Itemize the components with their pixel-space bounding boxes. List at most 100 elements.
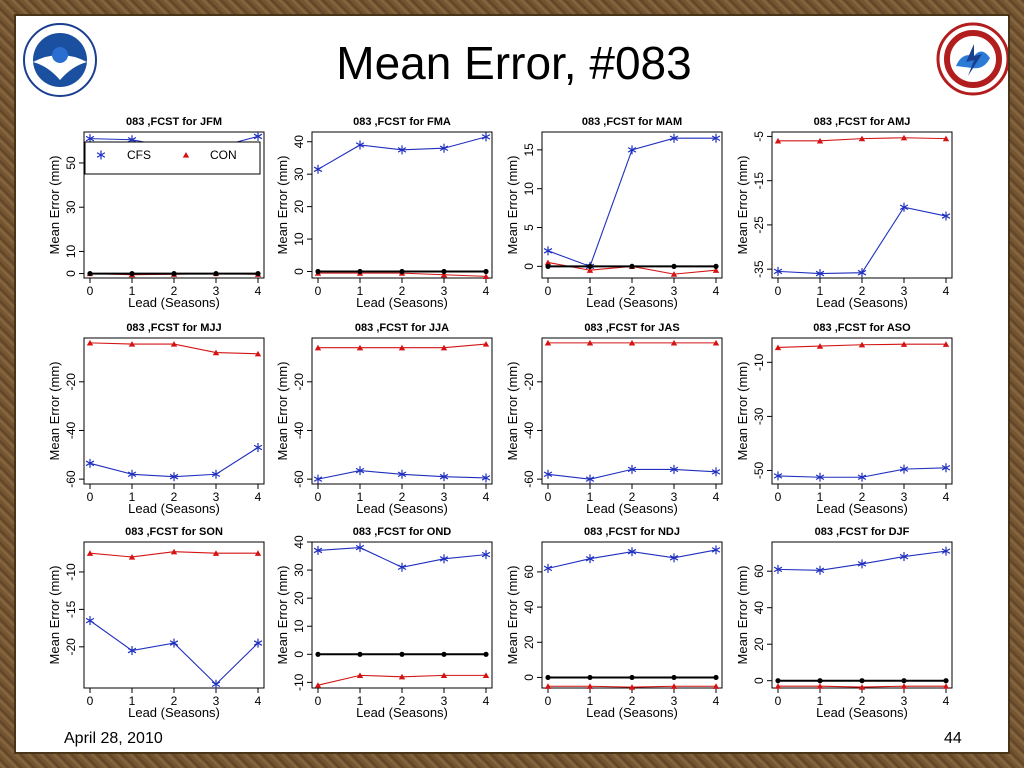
marker-stroke xyxy=(397,564,407,571)
panel-ndj: 083 ,FCST for NDJ 0 1 2 3 4 Lead (Seasons) 0 20 4… xyxy=(505,526,723,720)
con-point xyxy=(670,339,678,346)
x-tick-label: 0 xyxy=(315,490,322,504)
y-tick-label: -20 xyxy=(64,638,78,656)
panel-title: 083 ,FCST for FMA xyxy=(353,116,451,128)
cfs-point xyxy=(941,211,951,221)
marker-stroke xyxy=(899,553,909,560)
legend-con-label: CON xyxy=(210,148,237,162)
panel-jja: 083 ,FCST for JJA 0 1 2 3 4 Lead (Seasons) -60 -… xyxy=(275,322,493,516)
x-tick-label: 3 xyxy=(441,284,448,298)
marker-stroke xyxy=(481,551,491,558)
x-tick-label: 0 xyxy=(545,284,552,298)
panel-son: 083 ,FCST for SON 0 1 2 3 4 Lead (Seasons) -20 -… xyxy=(47,526,265,720)
zero-point xyxy=(129,270,135,277)
con-point xyxy=(356,344,364,351)
y-tick-label: 0 xyxy=(752,677,766,684)
marker-stroke xyxy=(899,204,909,210)
panel-mjj: 083 ,FCST for MJJ 0 1 2 3 4 Lead (Seasons) -60 -… xyxy=(47,322,265,516)
plot-frame xyxy=(771,337,953,485)
x-axis-label: Lead (Seasons) xyxy=(356,501,448,516)
con-point xyxy=(774,137,782,144)
con-point xyxy=(670,271,678,277)
x-axis-label: Lead (Seasons) xyxy=(128,295,220,310)
zero-point xyxy=(483,651,489,657)
cfs-point xyxy=(253,638,263,648)
marker-stroke xyxy=(815,567,825,574)
zero-point xyxy=(629,263,635,269)
zero-point xyxy=(441,268,447,275)
x-tick-label: 3 xyxy=(671,490,678,504)
zero-point xyxy=(87,270,93,277)
marker-stroke xyxy=(85,617,95,624)
zero-point xyxy=(545,263,551,269)
cfs-point xyxy=(543,563,553,573)
cfs-point xyxy=(669,133,679,143)
cfs-point xyxy=(899,202,909,212)
cfs-point xyxy=(127,646,137,656)
cfs-point xyxy=(355,543,365,553)
cfs-point xyxy=(773,266,783,276)
x-axis-label: Lead (Seasons) xyxy=(816,295,908,310)
legend: CFS CON xyxy=(84,141,261,175)
con-point xyxy=(170,548,178,555)
plot-frame xyxy=(83,541,265,689)
x-tick-label: 3 xyxy=(213,694,220,708)
marker-stroke xyxy=(397,147,407,153)
panel-title: 083 ,FCST for DJF xyxy=(815,526,910,538)
y-axis-label: Mean Error (mm) xyxy=(505,566,520,665)
y-tick-label: 10 xyxy=(292,232,306,246)
cfs-point xyxy=(669,553,679,563)
x-tick-label: 3 xyxy=(901,490,908,504)
y-tick-label: 0 xyxy=(292,268,306,275)
cfs-point xyxy=(857,472,867,482)
con-point xyxy=(942,341,950,347)
y-axis-label: Mean Error (mm) xyxy=(47,156,62,255)
y-tick-label: 40 xyxy=(752,601,766,615)
cfs-point xyxy=(627,145,637,155)
y-tick-label: -40 xyxy=(522,421,536,439)
x-tick-label: 2 xyxy=(171,490,178,504)
panel-title: 083 ,FCST for ASO xyxy=(813,322,911,334)
y-tick-label: -5 xyxy=(752,131,766,142)
con-point xyxy=(858,684,866,690)
x-tick-label: 0 xyxy=(315,694,322,708)
zero-point xyxy=(399,268,405,275)
panel-jas: 083 ,FCST for JAS 0 1 2 3 4 Lead (Seasons) -60 -… xyxy=(505,322,723,516)
plot-frame xyxy=(771,131,953,279)
x-tick-label: 2 xyxy=(629,490,636,504)
y-tick-label: 5 xyxy=(522,224,536,231)
slide: Mean Error, #083 083 ,FCST for JFM 0 1 2 3 4 L… xyxy=(14,14,1010,754)
y-tick-label: 30 xyxy=(292,167,306,181)
nws-logo xyxy=(936,22,1008,96)
marker-stroke xyxy=(857,474,867,481)
cfs-point xyxy=(543,246,553,256)
marker-stroke xyxy=(711,135,721,141)
y-tick-label: 20 xyxy=(752,637,766,651)
zero-point xyxy=(629,674,635,681)
cfs-point xyxy=(815,565,825,575)
panel-amj: 083 ,FCST for AMJ 0 1 2 3 4 Lead (Seasons) -35 -… xyxy=(735,116,953,310)
x-axis-label: Lead (Seasons) xyxy=(128,501,220,516)
cfs-point xyxy=(169,638,179,648)
con-point xyxy=(254,550,262,556)
y-axis-label: Mean Error (mm) xyxy=(505,156,520,255)
x-tick-label: 4 xyxy=(713,490,720,504)
zero-point xyxy=(441,651,447,657)
zero-point xyxy=(817,678,823,684)
x-tick-label: 1 xyxy=(817,490,824,504)
x-axis-label: Lead (Seasons) xyxy=(586,501,678,516)
marker-stroke xyxy=(313,166,323,173)
marker-stroke xyxy=(253,640,263,646)
y-tick-label: -60 xyxy=(64,470,78,488)
y-tick-label: 0 xyxy=(522,674,536,681)
marker-stroke xyxy=(127,471,137,478)
y-tick-label: -60 xyxy=(292,470,306,488)
con-point xyxy=(314,682,322,688)
legend-cfs-marker xyxy=(96,150,106,160)
cfs-point xyxy=(397,562,407,572)
x-tick-label: 2 xyxy=(399,694,406,708)
panel-djf: 083 ,FCST for DJF 0 1 2 3 4 Lead (Seasons) 0 20 4… xyxy=(735,526,953,720)
cfs-point xyxy=(481,550,491,560)
x-tick-label: 4 xyxy=(483,694,490,708)
